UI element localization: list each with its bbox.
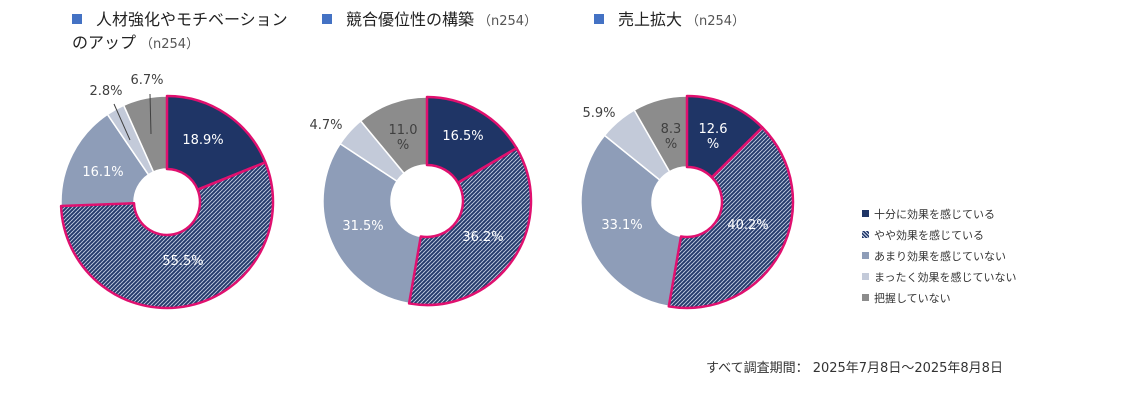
legend-swatch-icon bbox=[862, 273, 869, 280]
highlight-outline bbox=[667, 126, 795, 310]
legend-item: やや効果を感じている bbox=[862, 224, 1017, 245]
data-label: 16.5% bbox=[442, 129, 483, 144]
legend-swatch-icon bbox=[862, 252, 869, 259]
data-label: 33.1% bbox=[601, 218, 642, 233]
legend-label: 十分に効果を感じている bbox=[874, 207, 995, 221]
title-marker-icon bbox=[594, 14, 604, 24]
data-label: 11.0% bbox=[389, 123, 418, 153]
data-label: 18.9% bbox=[182, 133, 223, 148]
data-label: 5.9% bbox=[582, 106, 615, 121]
legend-swatch-icon bbox=[862, 210, 869, 217]
data-label: 8.3% bbox=[661, 122, 682, 152]
legend-item: あまり効果を感じていない bbox=[862, 245, 1017, 266]
data-label: 55.5% bbox=[162, 254, 203, 269]
survey-period-note: すべて調査期間： 2025年7月8日～2025年8月8日 bbox=[706, 361, 1003, 376]
chart-title-1-line2: のアップ bbox=[72, 33, 137, 52]
data-label: 12.6% bbox=[699, 122, 728, 152]
legend-label: あまり効果を感じていない bbox=[874, 249, 1006, 263]
legend-label: 把握していない bbox=[874, 291, 951, 305]
highlight-outline bbox=[425, 95, 518, 184]
chart-title-1-sample: （n254） bbox=[140, 37, 200, 52]
title-marker-icon bbox=[322, 14, 332, 24]
legend-swatch-icon bbox=[862, 231, 869, 238]
legend-swatch-icon bbox=[862, 294, 869, 301]
highlight-outline bbox=[59, 161, 275, 310]
legend-item: 把握していない bbox=[862, 287, 1017, 308]
donut-slice bbox=[580, 134, 682, 308]
data-label: 6.7% bbox=[130, 73, 163, 88]
data-label: 40.2% bbox=[727, 218, 768, 233]
legend-label: やや効果を感じている bbox=[874, 228, 984, 242]
chart-title-2: 競合優位性の構築 （n254） bbox=[322, 8, 537, 33]
data-label: 31.5% bbox=[342, 219, 383, 234]
data-label: 4.7% bbox=[309, 118, 342, 133]
chart-title-1-line1: 人材強化やモチベーション bbox=[96, 10, 288, 29]
highlight-outline bbox=[407, 146, 533, 307]
leader-line bbox=[113, 103, 131, 141]
data-label: 16.1% bbox=[82, 165, 123, 180]
title-marker-icon bbox=[72, 14, 82, 24]
leader-line bbox=[149, 93, 152, 135]
legend-item: 十分に効果を感じている bbox=[862, 203, 1017, 224]
chart-title-2-sample: （n254） bbox=[478, 14, 538, 29]
chart-title-3-sample: （n254） bbox=[686, 14, 746, 29]
data-label: 36.2% bbox=[462, 230, 503, 245]
highlight-outline bbox=[165, 94, 267, 191]
legend: 十分に効果を感じている やや効果を感じている あまり効果を感じていない まったく… bbox=[862, 203, 1017, 308]
legend-label: まったく効果を感じていない bbox=[874, 270, 1017, 284]
data-label: 2.8% bbox=[89, 84, 122, 99]
chart-title-1: 人材強化やモチベーション のアップ （n254） bbox=[72, 8, 288, 56]
chart-title-3-text: 売上拡大 bbox=[618, 10, 683, 29]
donut-slice bbox=[322, 142, 422, 305]
chart-title-2-text: 競合優位性の構築 bbox=[346, 10, 475, 29]
legend-item: まったく効果を感じていない bbox=[862, 266, 1017, 287]
chart-title-3: 売上拡大 （n254） bbox=[594, 8, 745, 33]
donut-slice bbox=[60, 113, 150, 207]
